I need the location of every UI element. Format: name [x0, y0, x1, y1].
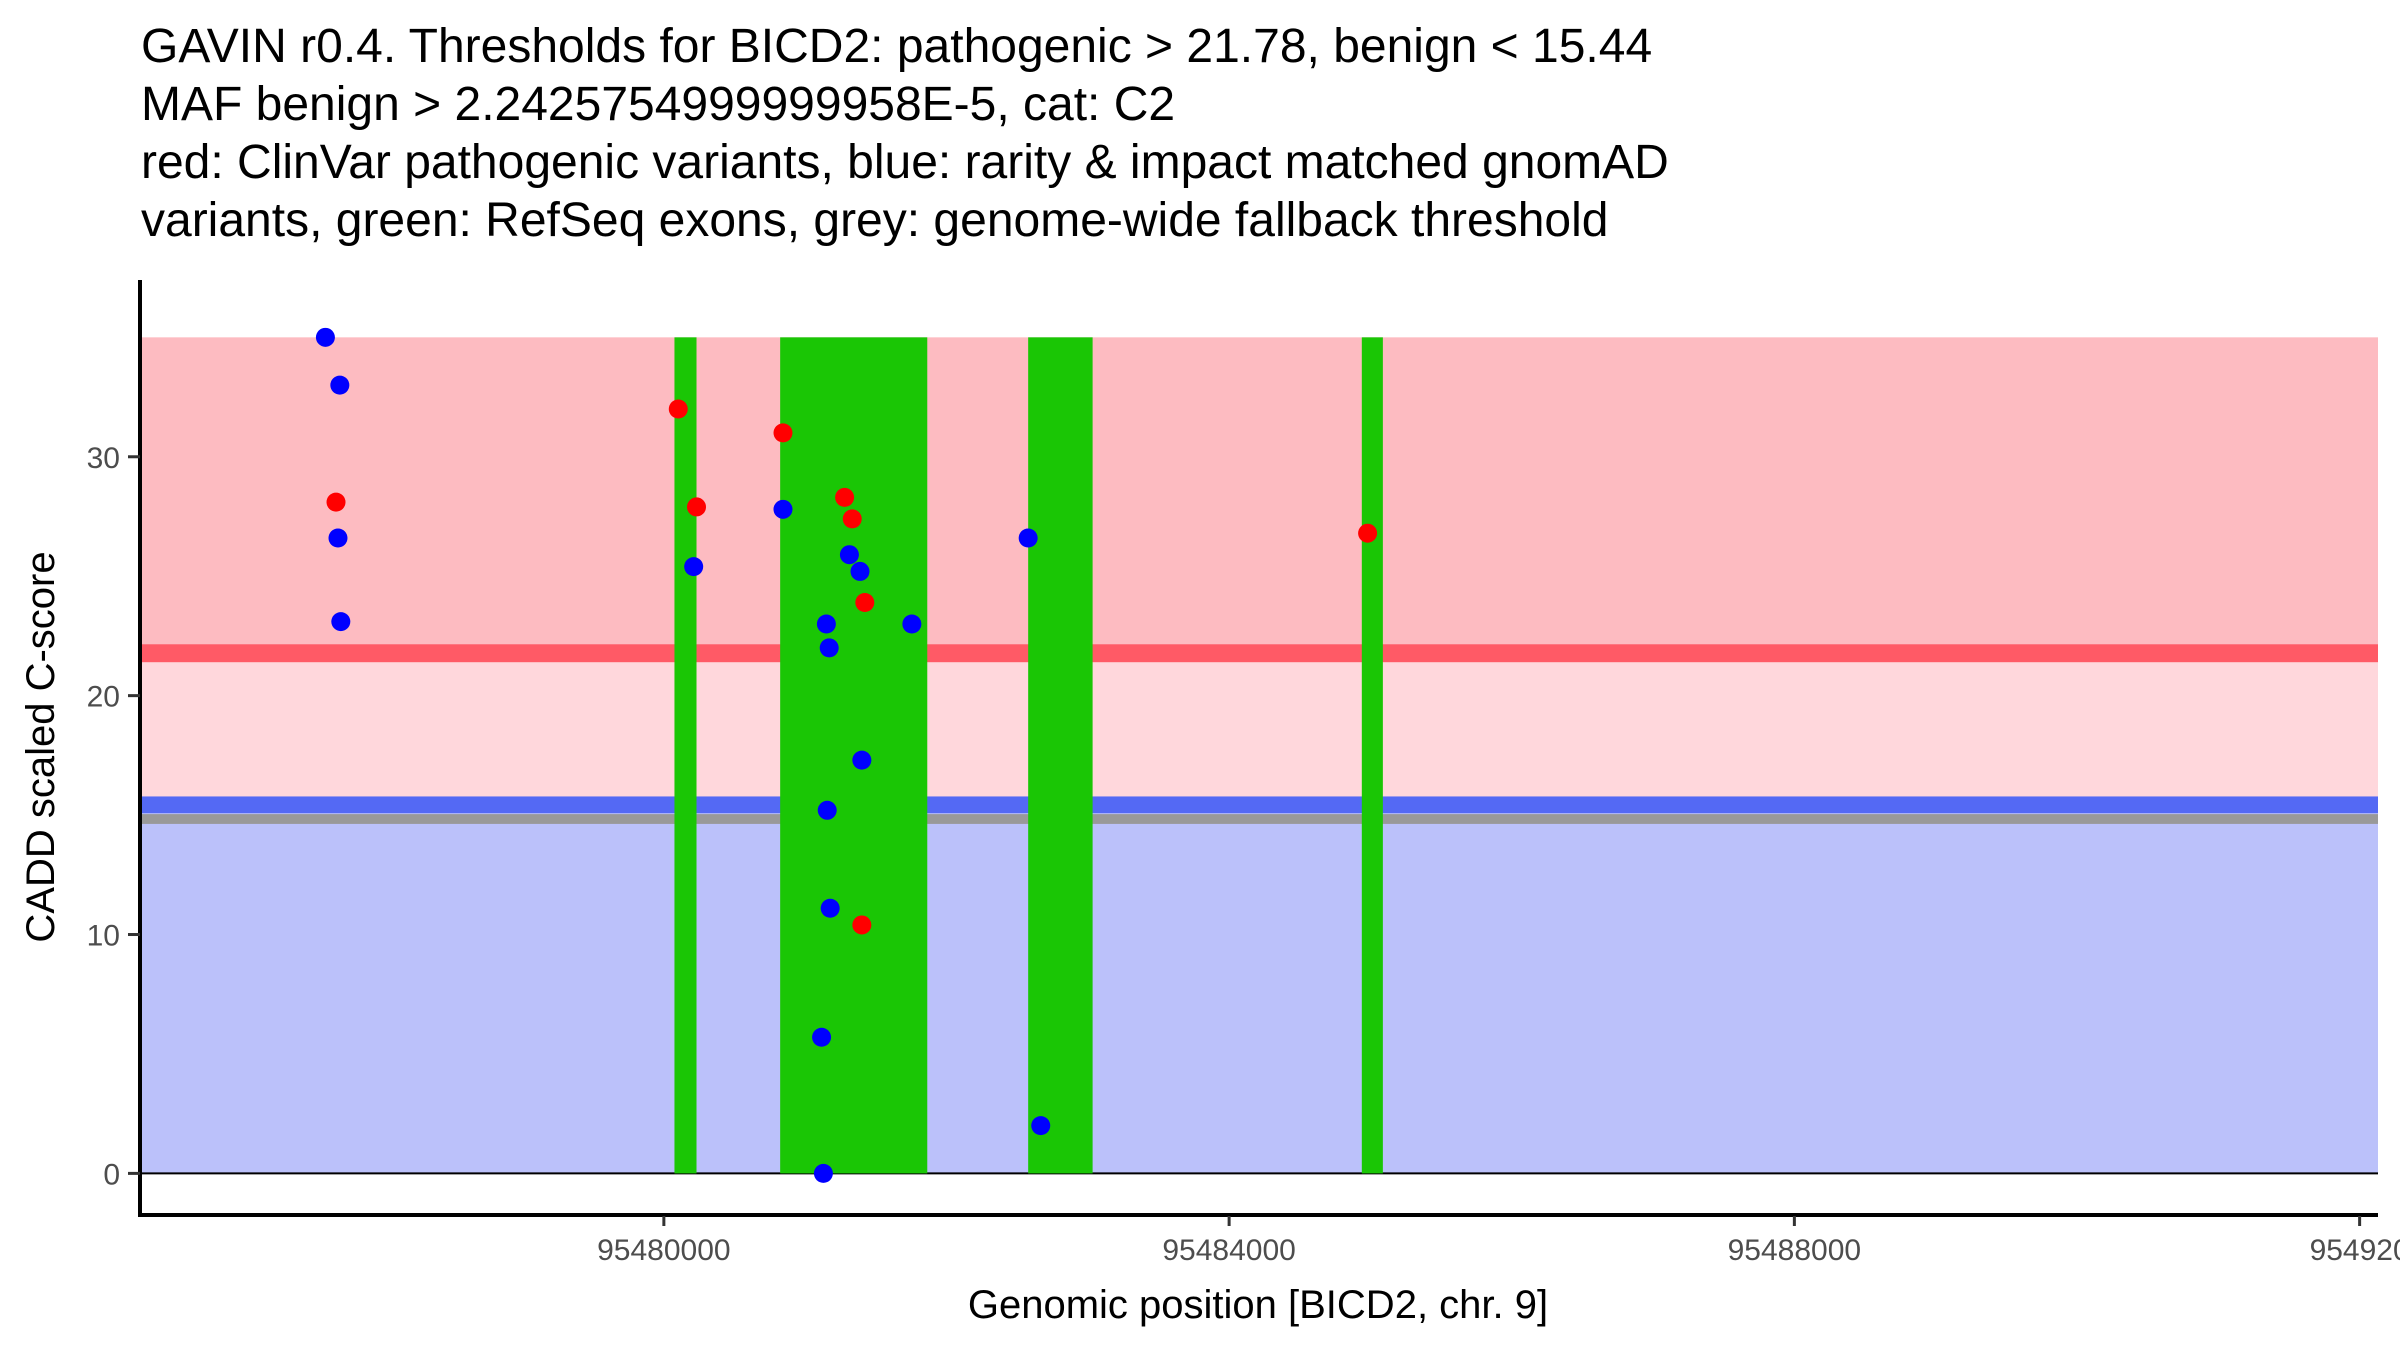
plot-panel — [141, 327, 2378, 1183]
exon-bars — [674, 337, 1383, 1174]
clinvar-point — [835, 487, 855, 507]
clinvar-point — [668, 399, 688, 419]
benign-region — [141, 804, 2378, 1174]
y-tick-label: 20 — [87, 681, 120, 714]
clinvar-pathogenic-series — [326, 399, 1378, 935]
y-tick-label: 30 — [87, 442, 120, 475]
title-line-3: red: ClinVar pathogenic variants, blue: … — [141, 136, 1669, 189]
x-tick-label: 95480000 — [597, 1234, 730, 1267]
clinvar-point — [773, 423, 793, 443]
x-tick-label: 95484000 — [1162, 1234, 1295, 1267]
gnomad-point — [684, 557, 704, 577]
gnomad-point — [330, 375, 350, 395]
clinvar-point — [687, 497, 707, 517]
gnomad-point — [773, 499, 793, 519]
gnomad-point — [819, 638, 839, 658]
clinvar-point — [855, 592, 875, 612]
y-tick-label: 10 — [87, 920, 120, 953]
x-ticks: 95480000 95484000 95488000 954920 — [597, 1216, 2400, 1267]
clinvar-point — [852, 915, 872, 935]
gnomad-point — [328, 528, 348, 548]
gnomad-point — [817, 800, 837, 820]
gnomad-point — [812, 1027, 832, 1047]
pathogenic-region — [141, 337, 2378, 654]
y-axis-title: CADD scaled C-score — [19, 551, 63, 942]
clinvar-point — [842, 509, 862, 529]
gnomad-point — [331, 612, 351, 632]
y-tick-label: 0 — [103, 1158, 120, 1191]
x-tick-label: 95488000 — [1728, 1234, 1861, 1267]
clinvar-point — [1358, 523, 1378, 543]
data-points — [315, 327, 1378, 1183]
gnomad-point — [902, 614, 922, 634]
gnomad-point — [1031, 1116, 1051, 1136]
gnomad-point — [816, 614, 836, 634]
exon-bar-4 — [1361, 337, 1383, 1174]
x-tick-label: 954920 — [2310, 1234, 2400, 1267]
pathogenic-threshold — [141, 644, 2378, 663]
gnomad-point — [852, 750, 872, 770]
exon-bar-1 — [674, 337, 697, 1174]
gnomad-point — [820, 898, 840, 918]
exon-bar-3 — [1028, 337, 1093, 1174]
x-axis-title: Genomic position [BICD2, chr. 9] — [968, 1283, 1548, 1327]
chart-title: GAVIN r0.4. Thresholds for BICD2: pathog… — [141, 20, 1669, 247]
fallback-threshold — [141, 814, 2378, 824]
gnomad-point — [315, 327, 335, 347]
gnomad-point — [813, 1163, 833, 1183]
gnomad-point — [850, 561, 870, 581]
title-line-4: variants, green: RefSeq exons, grey: gen… — [141, 194, 1608, 247]
axes: 0 10 20 30 95480000 95484000 95488000 954920 — [87, 280, 2400, 1267]
title-line-1: GAVIN r0.4. Thresholds for BICD2: pathog… — [141, 20, 1652, 73]
threshold-bands — [141, 337, 2378, 1174]
gnomad-point — [1018, 528, 1038, 548]
clinvar-point — [326, 492, 346, 512]
vus-region — [141, 653, 2378, 805]
gnomad-matched-series — [315, 327, 1051, 1183]
threshold-lines — [141, 644, 2378, 824]
gnomad-point — [839, 545, 859, 565]
benign-threshold — [141, 796, 2378, 814]
title-line-2: MAF benign > 2.2425754999999958E-5, cat:… — [141, 78, 1175, 131]
y-ticks: 0 10 20 30 — [87, 442, 140, 1191]
